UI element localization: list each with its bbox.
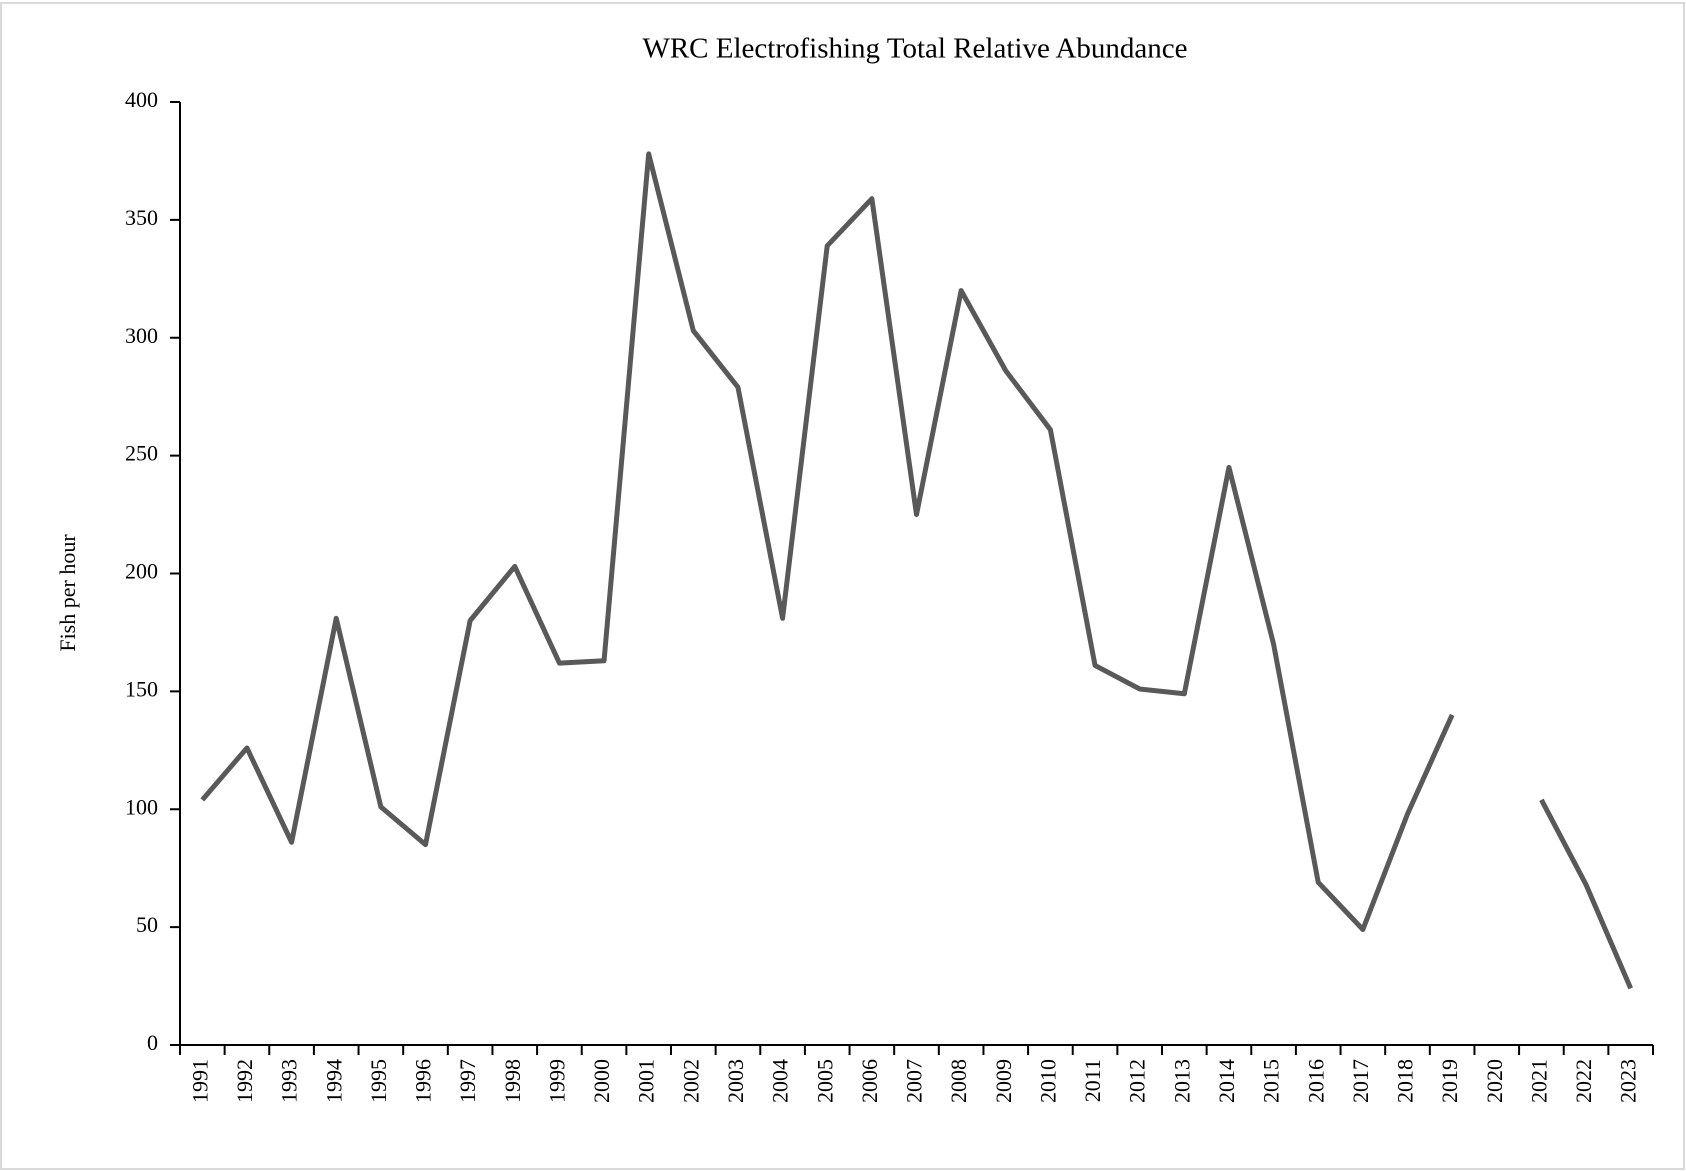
chart-title: WRC Electrofishing Total Relative Abunda… [642,33,1187,65]
y-tick-label: 50 [136,912,158,937]
x-tick-label: 2001 [634,1059,659,1103]
y-tick-label: 300 [125,323,158,348]
x-tick-label: 1997 [455,1059,480,1103]
x-tick-label: 1996 [411,1059,436,1103]
x-tick-label: 2015 [1259,1059,1284,1103]
x-tick-label: 2012 [1125,1059,1150,1103]
x-tick-label: 2022 [1571,1059,1596,1103]
x-tick-label: 2016 [1303,1059,1328,1103]
x-tick-label: 1995 [366,1059,391,1103]
x-tick-label: 2019 [1437,1059,1462,1103]
x-tick-label: 2017 [1348,1059,1373,1103]
x-tick-label: 2004 [768,1059,793,1103]
x-tick-label: 2009 [991,1059,1016,1103]
x-tick-label: 2008 [946,1059,971,1103]
x-tick-label: 1994 [321,1059,346,1103]
x-tick-label: 2011 [1080,1059,1105,1102]
y-tick-label: 150 [125,676,158,701]
x-tick-label: 2006 [857,1059,882,1103]
x-tick-label: 2014 [1214,1059,1239,1103]
x-tick-label: 1993 [277,1059,302,1103]
x-tick-label: 2000 [589,1059,614,1103]
x-tick-label: 1999 [544,1059,569,1103]
data-line [200,151,1633,990]
y-tick-label: 400 [125,87,158,112]
y-tick-label: 350 [125,205,158,230]
x-tick-label: 1991 [187,1059,212,1103]
y-tick-label: 250 [125,441,158,466]
x-tick-label: 2018 [1393,1059,1418,1103]
x-tick-label: 1992 [232,1059,257,1103]
x-tick-label: 2013 [1169,1059,1194,1103]
y-axis-label: Fish per hour [55,534,80,652]
y-tick-label: 200 [125,559,158,584]
x-tick-label: 2007 [902,1059,927,1103]
x-tick-label: 2021 [1526,1059,1551,1103]
x-tick-label: 2005 [812,1059,837,1103]
x-tick-label: 2002 [678,1059,703,1103]
x-tick-label: 2003 [723,1059,748,1103]
x-tick-label: 1998 [500,1059,525,1103]
y-tick-label: 0 [147,1030,158,1055]
x-tick-label: 2020 [1482,1059,1507,1103]
x-tick-label: 2023 [1616,1059,1641,1103]
y-tick-label: 100 [125,794,158,819]
x-tick-label: 2010 [1035,1059,1060,1103]
